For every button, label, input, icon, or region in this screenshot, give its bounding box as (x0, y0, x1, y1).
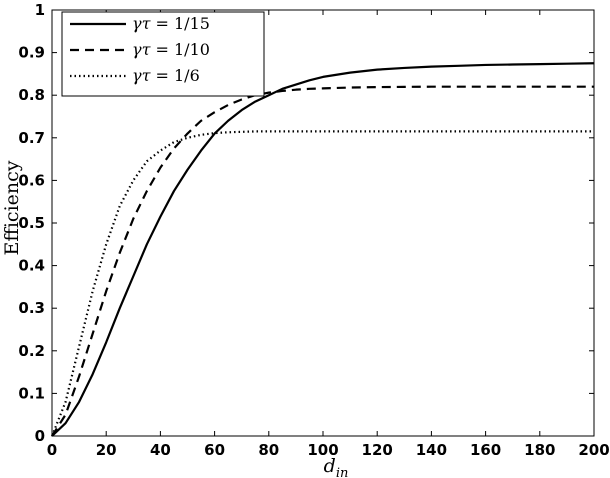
y-tick-label: 0.9 (18, 44, 45, 62)
x-axis-label-main: d (324, 455, 336, 477)
x-tick-label: 160 (470, 441, 501, 459)
legend-label-symbol: γτ (132, 40, 152, 59)
x-tick-label: 20 (96, 441, 117, 459)
legend-label-3: γτ = 1/6 (132, 66, 200, 85)
x-tick-label: 40 (150, 441, 171, 459)
legend-label-symbol: γτ (132, 66, 152, 85)
y-tick-label: 0.2 (18, 342, 45, 360)
x-axis-label: din (324, 455, 349, 478)
y-tick-label: 0.5 (18, 214, 45, 232)
y-axis-label: Efficiency (1, 160, 23, 255)
x-tick-label: 100 (307, 441, 338, 459)
x-axis-label-sub: in (336, 466, 349, 478)
x-tick-label: 80 (258, 441, 279, 459)
x-tick-label: 120 (362, 441, 393, 459)
legend-label-2: γτ = 1/10 (132, 40, 210, 59)
y-tick-label: 1 (35, 1, 45, 19)
y-tick-label: 0.8 (18, 86, 45, 104)
y-tick-label: 0.7 (18, 129, 45, 147)
legend-label-value: = 1/10 (150, 40, 210, 59)
legend-label-value: = 1/15 (150, 14, 210, 33)
y-tick-label: 0.4 (18, 257, 45, 275)
x-tick-label: 140 (416, 441, 447, 459)
y-tick-label: 0.6 (18, 171, 45, 189)
y-axis-ticks: 0 0.1 0.2 0.3 0.4 0.5 0.6 0.7 0.8 0.9 1 (18, 1, 594, 445)
x-tick-label: 200 (578, 441, 609, 459)
series-line-1 (51, 62, 595, 437)
y-tick-label: 0.1 (18, 384, 45, 402)
y-tick-label: 0 (35, 427, 45, 445)
legend-label-value: = 1/6 (150, 66, 199, 85)
x-axis-ticks: 0 20 40 60 80 100 120 140 160 180 200 (47, 10, 610, 459)
legend-label-1: γτ = 1/15 (132, 14, 210, 33)
x-tick-label: 0 (47, 441, 57, 459)
legend-label-symbol: γτ (132, 14, 152, 33)
x-tick-label: 60 (204, 441, 225, 459)
y-tick-label: 0.3 (18, 299, 45, 317)
x-tick-label: 180 (524, 441, 555, 459)
legend-box (61, 11, 265, 97)
